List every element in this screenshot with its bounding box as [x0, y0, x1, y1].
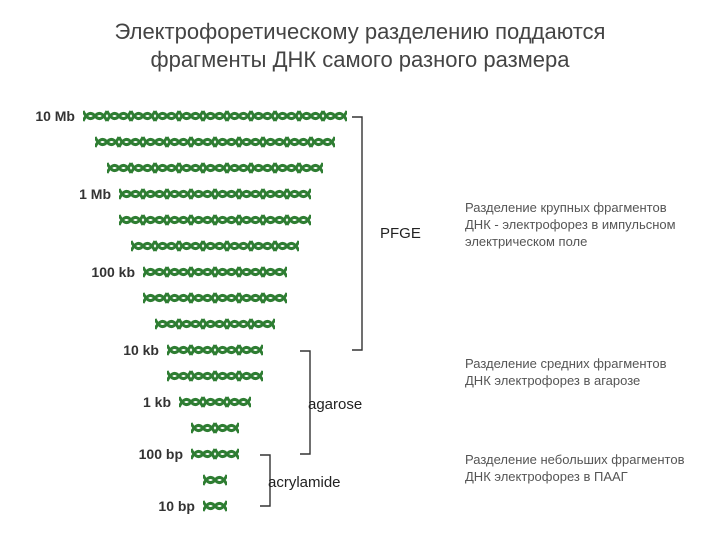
- dna-row: [167, 367, 263, 385]
- title-line-2: фрагменты ДНК самого разного размера: [0, 46, 720, 74]
- dna-row: [95, 133, 335, 151]
- dna-row: [167, 341, 263, 359]
- dna-row: [119, 211, 311, 229]
- method-label: PFGE: [380, 225, 421, 242]
- method-description: Разделение крупных фрагментов ДНК - элек…: [465, 200, 690, 251]
- method-label: acrylamide: [268, 474, 341, 491]
- dna-row: [179, 393, 251, 411]
- dna-row: [119, 185, 311, 203]
- dna-row: [203, 471, 227, 489]
- dna-row: [107, 159, 323, 177]
- size-label: 10 Mb: [15, 108, 75, 124]
- dna-row: [143, 263, 287, 281]
- method-label: agarose: [308, 396, 362, 413]
- dna-row: [203, 497, 227, 515]
- dna-row: [191, 419, 239, 437]
- dna-row: [155, 315, 275, 333]
- size-label: 10 kb: [99, 342, 159, 358]
- method-description: Разделение небольших фрагментов ДНК элек…: [465, 452, 690, 486]
- size-label: 1 kb: [111, 394, 171, 410]
- method-description: Разделение средних фрагментов ДНК электр…: [465, 356, 690, 390]
- size-label: 100 kb: [75, 264, 135, 280]
- dna-row: [191, 445, 239, 463]
- dna-row: [143, 289, 287, 307]
- dna-row: [131, 237, 299, 255]
- diagram-stage: 10 Mb 1 Mb 100 kb 10 kb 1 kb 100 bp 10 bp PFGE Р…: [0, 90, 720, 530]
- size-label: 10 bp: [135, 498, 195, 514]
- page-title: Электрофоретическому разделению поддаютс…: [0, 0, 720, 73]
- size-label: 100 bp: [123, 446, 183, 462]
- size-label: 1 Mb: [51, 186, 111, 202]
- bracket: [352, 116, 366, 352]
- title-line-1: Электрофоретическому разделению поддаютс…: [0, 18, 720, 46]
- dna-row: [83, 107, 347, 125]
